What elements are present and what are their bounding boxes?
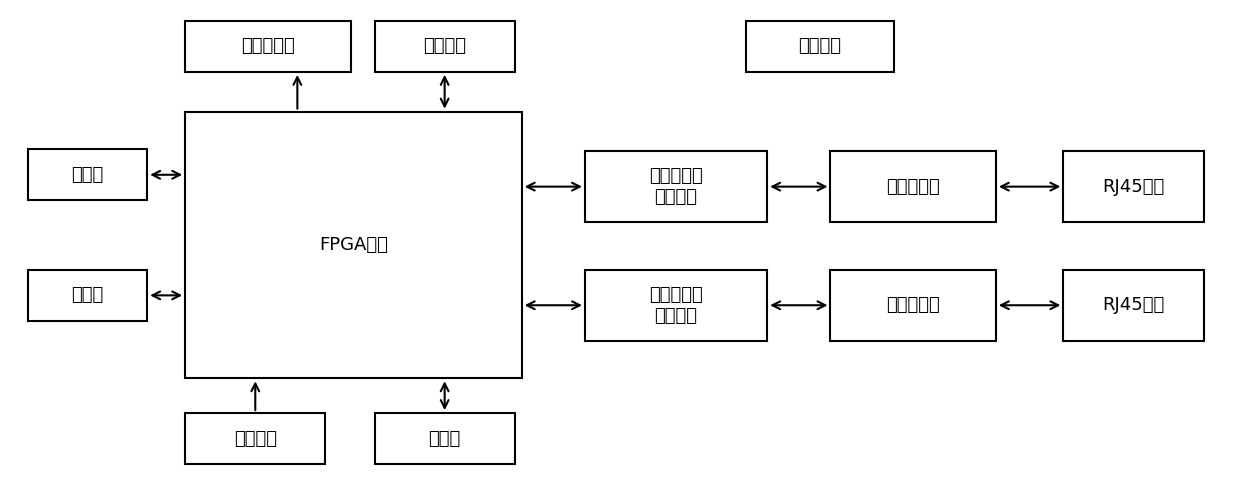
- Bar: [185, 413, 325, 464]
- Text: 以太网数据
处理芯片: 以太网数据 处理芯片: [650, 286, 703, 325]
- Text: 存储器: 存储器: [429, 429, 461, 448]
- Bar: [185, 21, 351, 72]
- Bar: [585, 151, 768, 222]
- Text: 以太网数据
处理芯片: 以太网数据 处理芯片: [650, 167, 703, 206]
- Bar: [29, 149, 148, 201]
- Bar: [585, 269, 768, 341]
- Text: 指示灯模块: 指示灯模块: [241, 37, 295, 55]
- Bar: [374, 21, 515, 72]
- Text: 串口模块: 串口模块: [423, 37, 466, 55]
- Bar: [1063, 151, 1204, 222]
- Bar: [1063, 269, 1204, 341]
- Text: 光模块: 光模块: [72, 166, 104, 184]
- Bar: [746, 21, 894, 72]
- Text: 网络变压器: 网络变压器: [887, 178, 940, 196]
- Bar: [185, 111, 522, 378]
- Text: 网络变压器: 网络变压器: [887, 296, 940, 314]
- Text: 电源模块: 电源模块: [799, 37, 842, 55]
- Text: FPGA芯片: FPGA芯片: [319, 236, 388, 254]
- Bar: [831, 269, 996, 341]
- Bar: [29, 269, 148, 321]
- Text: 光模块: 光模块: [72, 286, 104, 304]
- Text: RJ45接口: RJ45接口: [1102, 178, 1164, 196]
- Text: RJ45接口: RJ45接口: [1102, 296, 1164, 314]
- Bar: [831, 151, 996, 222]
- Text: 差分晶振: 差分晶振: [234, 429, 277, 448]
- Bar: [374, 413, 515, 464]
